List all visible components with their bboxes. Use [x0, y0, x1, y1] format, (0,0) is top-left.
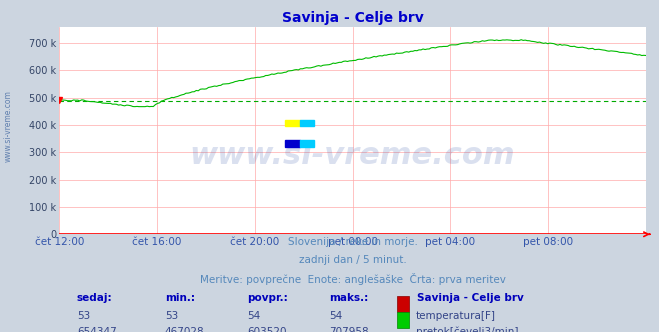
- Text: 53: 53: [165, 311, 178, 321]
- Text: min.:: min.:: [165, 293, 195, 303]
- Text: Slovenija / reke in morje.: Slovenija / reke in morje.: [287, 237, 418, 247]
- Text: povpr.:: povpr.:: [247, 293, 288, 303]
- Text: 603520: 603520: [247, 327, 287, 332]
- Text: 54: 54: [247, 311, 260, 321]
- Text: www.si-vreme.com: www.si-vreme.com: [190, 141, 515, 170]
- Text: pretok[čevelj3/min]: pretok[čevelj3/min]: [416, 327, 519, 332]
- Bar: [300, 120, 314, 126]
- Bar: [285, 140, 300, 147]
- Bar: [285, 120, 300, 126]
- Bar: [300, 140, 314, 147]
- Text: temperatura[F]: temperatura[F]: [416, 311, 496, 321]
- Text: Meritve: povprečne  Enote: anglešaške  Črta: prva meritev: Meritve: povprečne Enote: anglešaške Črt…: [200, 273, 505, 285]
- Text: zadnji dan / 5 minut.: zadnji dan / 5 minut.: [299, 255, 407, 265]
- Title: Savinja - Celje brv: Savinja - Celje brv: [281, 11, 424, 25]
- Text: 467028: 467028: [165, 327, 204, 332]
- Text: maks.:: maks.:: [329, 293, 368, 303]
- Text: 654347: 654347: [77, 327, 117, 332]
- Text: 707958: 707958: [329, 327, 369, 332]
- Bar: [397, 295, 409, 312]
- Text: www.si-vreme.com: www.si-vreme.com: [3, 90, 13, 162]
- Text: 53: 53: [77, 311, 90, 321]
- Text: sedaj:: sedaj:: [77, 293, 113, 303]
- Text: 54: 54: [329, 311, 343, 321]
- Text: Savinja - Celje brv: Savinja - Celje brv: [417, 293, 524, 303]
- Bar: [397, 312, 409, 328]
